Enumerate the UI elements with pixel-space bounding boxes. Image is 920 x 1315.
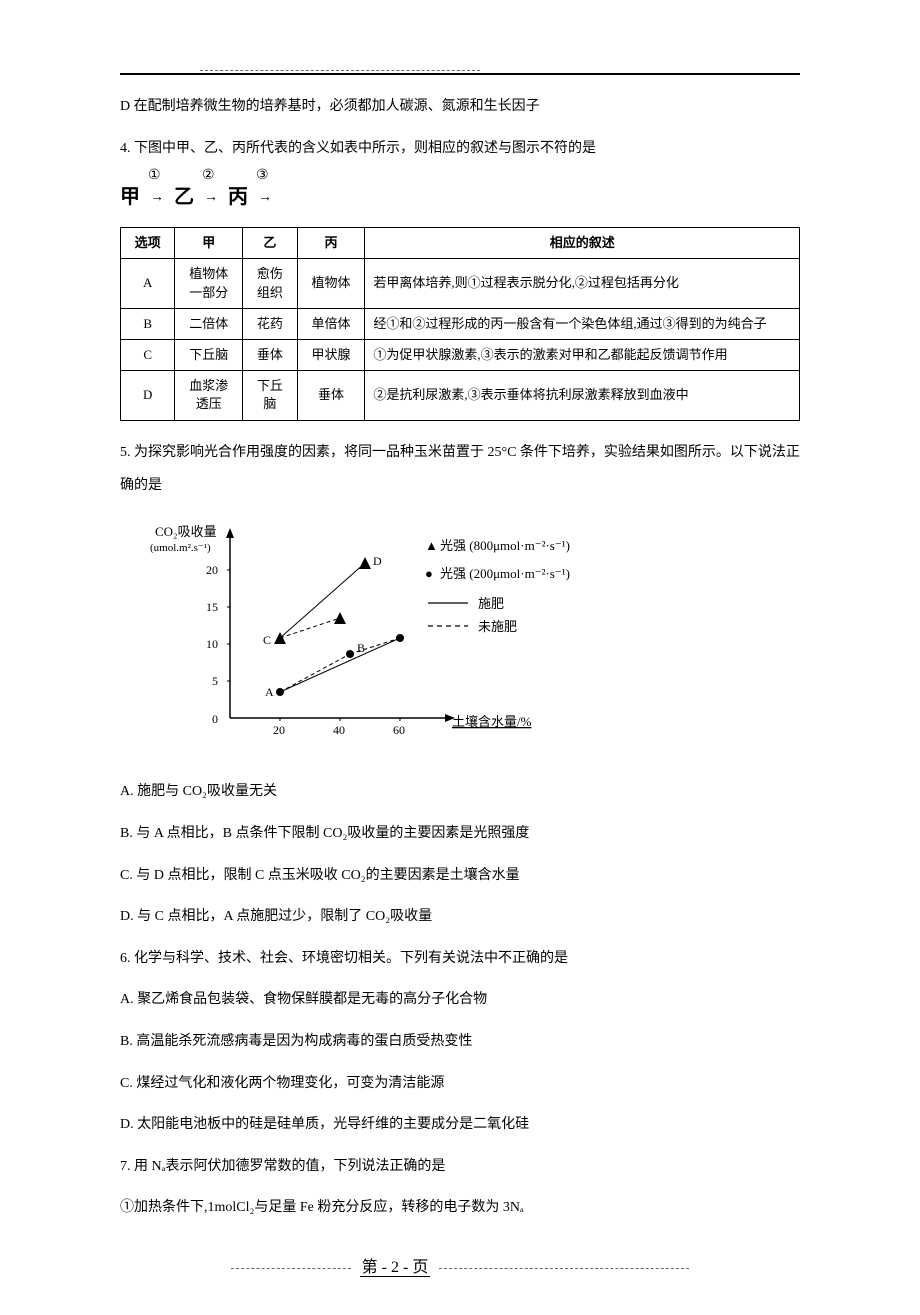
legend-low: 光强 (200μmol·m⁻²·s⁻¹) <box>440 566 570 581</box>
flow-label-jia: 甲 <box>120 186 140 208</box>
cell: A <box>121 259 175 308</box>
q7-item-1: ①加热条件下,1molCl₂与足量 Fe 粉充分反应，转移的电子数为 3Nₐ <box>120 1191 800 1225</box>
cell: 花药 <box>243 308 297 339</box>
question-4: 4. 下图中甲、乙、丙所代表的含义如表中所示，则相应的叙述与图示不符的是 <box>120 132 800 166</box>
option-d-text: D 在配制培养微生物的培养基时，必须都加人碳源、氮源和生长因子 <box>120 90 800 124</box>
legend-high: 光强 (800μmol·m⁻²·s⁻¹) <box>440 538 570 553</box>
th-option: 选项 <box>121 228 175 259</box>
svg-text:20: 20 <box>273 723 285 737</box>
svg-text:10: 10 <box>206 637 218 651</box>
svg-text:0: 0 <box>212 712 218 726</box>
cell-desc: 若甲离体培养,则①过程表示脱分化,②过程包括再分化 <box>365 259 800 308</box>
svg-text:●: ● <box>425 566 433 581</box>
cell-desc: 经①和②过程形成的丙一般含有一个染色体组,通过③得到的为纯合子 <box>365 308 800 339</box>
cell: D <box>121 371 175 420</box>
page-footer: 第 - 2 - 页 <box>120 1250 800 1285</box>
svg-text:20: 20 <box>206 563 218 577</box>
svg-text:▲: ▲ <box>425 538 438 553</box>
hr-divider <box>120 73 800 75</box>
co2-chart: CO₂吸收量 (umol.m².s⁻¹) 0 5 10 15 20 20 40 … <box>150 518 800 761</box>
cell: 单倍体 <box>297 308 365 339</box>
circle-3: ③ <box>256 161 269 192</box>
table-header-row: 选项 甲 乙 丙 相应的叙述 <box>121 228 800 259</box>
options-table: 选项 甲 乙 丙 相应的叙述 A 植物体一部分 愈伤组织 植物体 若甲离体培养,… <box>120 227 800 420</box>
svg-text:60: 60 <box>393 723 405 737</box>
cell: 血浆渗透压 <box>175 371 243 420</box>
circle-1: ① <box>148 161 161 192</box>
svg-text:B: B <box>357 641 365 655</box>
cell: B <box>121 308 175 339</box>
q5-option-c: C. 与 D 点相比，限制 C 点玉米吸收 CO₂的主要因素是土壤含水量 <box>120 859 800 893</box>
q5-option-b: B. 与 A 点相比，B 点条件下限制 CO₂吸收量的主要因素是光照强度 <box>120 817 800 851</box>
svg-text:15: 15 <box>206 600 218 614</box>
table-row: B 二倍体 花药 单倍体 经①和②过程形成的丙一般含有一个染色体组,通过③得到的… <box>121 308 800 339</box>
q6-option-a: A. 聚乙烯食品包装袋、食物保鲜膜都是无毒的高分子化合物 <box>120 983 800 1017</box>
cell: 甲状腺 <box>297 339 365 370</box>
cell: 植物体一部分 <box>175 259 243 308</box>
flow-label-yi: 乙 <box>174 186 194 208</box>
table-row: A 植物体一部分 愈伤组织 植物体 若甲离体培养,则①过程表示脱分化,②过程包括… <box>121 259 800 308</box>
question-7: 7. 用 Nₐ表示阿伏加德罗常数的值，下列说法正确的是 <box>120 1150 800 1184</box>
th-desc: 相应的叙述 <box>365 228 800 259</box>
cell: 愈伤组织 <box>243 259 297 308</box>
chart-svg: CO₂吸收量 (umol.m².s⁻¹) 0 5 10 15 20 20 40 … <box>150 518 630 748</box>
cell: 植物体 <box>297 259 365 308</box>
q6-option-c: C. 煤经过气化和液化两个物理变化，可变为清洁能源 <box>120 1067 800 1101</box>
legend-solid: 施肥 <box>478 596 504 611</box>
th-jia: 甲 <box>175 228 243 259</box>
top-dash-line <box>120 70 800 71</box>
circle-2: ② <box>202 161 215 192</box>
q6-option-d: D. 太阳能电池板中的硅是硅单质，光导纤维的主要成分是二氧化硅 <box>120 1108 800 1142</box>
table-row: C 下丘脑 垂体 甲状腺 ①为促甲状腺激素,③表示的激素对甲和乙都能起反馈调节作… <box>121 339 800 370</box>
svg-text:5: 5 <box>212 674 218 688</box>
table-row: D 血浆渗透压 下丘脑 垂体 ②是抗利尿激素,③表示垂体将抗利尿激素释放到血液中 <box>121 371 800 420</box>
cell-desc: ①为促甲状腺激素,③表示的激素对甲和乙都能起反馈调节作用 <box>365 339 800 370</box>
cell: 垂体 <box>243 339 297 370</box>
flow-diagram: 甲 ① → 乙 ② → 丙 ③ → <box>120 175 800 219</box>
question-5: 5. 为探究影响光合作用强度的因素，将同一品种玉米苗置于 25°C 条件下培养，… <box>120 436 800 503</box>
th-bing: 丙 <box>297 228 365 259</box>
svg-text:C: C <box>263 633 271 647</box>
svg-text:40: 40 <box>333 723 345 737</box>
cell-desc: ②是抗利尿激素,③表示垂体将抗利尿激素释放到血液中 <box>365 371 800 420</box>
svg-text:D: D <box>373 554 382 568</box>
cell: 垂体 <box>297 371 365 420</box>
page-number: 第 - 2 - 页 <box>360 1259 431 1277</box>
x-axis-label: 土壤含水量/% <box>452 714 532 729</box>
th-yi: 乙 <box>243 228 297 259</box>
legend-dashed: 未施肥 <box>478 619 517 634</box>
question-6: 6. 化学与科学、技术、社会、环境密切相关。下列有关说法中不正确的是 <box>120 942 800 976</box>
cell: 下丘脑 <box>175 339 243 370</box>
cell: C <box>121 339 175 370</box>
cell: 下丘脑 <box>243 371 297 420</box>
q6-option-b: B. 高温能杀死流感病毒是因为构成病毒的蛋白质受热变性 <box>120 1025 800 1059</box>
q5-option-a: A. 施肥与 CO₂吸收量无关 <box>120 775 800 809</box>
q5-option-d: D. 与 C 点相比，A 点施肥过少，限制了 CO₂吸收量 <box>120 900 800 934</box>
y-axis-unit: (umol.m².s⁻¹) <box>150 542 211 554</box>
flow-label-bing: 丙 <box>228 186 248 208</box>
svg-text:A: A <box>265 685 274 699</box>
cell: 二倍体 <box>175 308 243 339</box>
y-axis-label: CO₂吸收量 <box>155 524 217 539</box>
